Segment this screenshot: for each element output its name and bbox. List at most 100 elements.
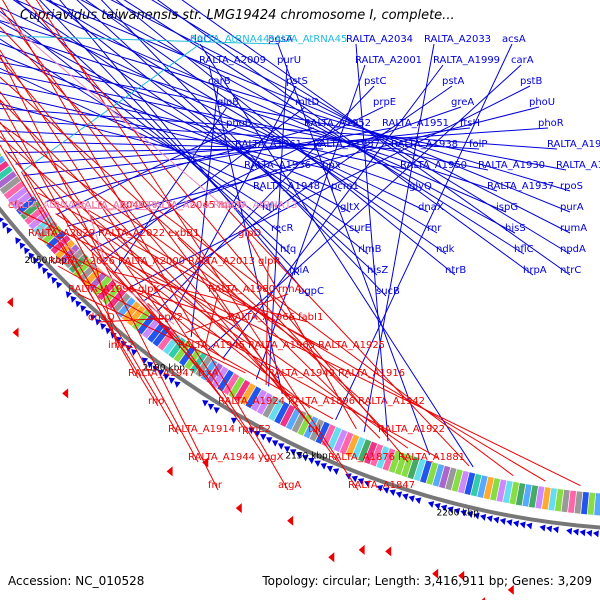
reverse-gene-arrow bbox=[358, 544, 365, 555]
reverse-gene-connector bbox=[227, 209, 470, 467]
cog-category-block bbox=[195, 355, 213, 378]
forward-gene-arrow bbox=[364, 480, 371, 488]
forward-gene-arrow bbox=[351, 475, 358, 483]
forward-gene-arrow bbox=[395, 491, 403, 499]
reverse-gene-connector bbox=[0, 49, 269, 463]
forward-gene-arrow bbox=[100, 323, 107, 331]
forward-gene-connector bbox=[66, 106, 540, 227]
forward-gene-arrow bbox=[0, 217, 4, 223]
reverse-gene-connector bbox=[25, 0, 409, 463]
forward-gene-label: recR bbox=[271, 223, 294, 234]
cog-category-block bbox=[345, 434, 360, 457]
forward-gene-connector bbox=[48, 0, 369, 255]
forward-gene-arrow bbox=[357, 478, 365, 485]
reverse-gene-label: RALTA_A1947 bbox=[128, 368, 195, 379]
cog-category-block bbox=[327, 426, 342, 450]
forward-gene-arrow bbox=[131, 349, 138, 356]
forward-gene-connector bbox=[0, 67, 264, 192]
forward-gene-connector bbox=[277, 43, 431, 456]
forward-gene-arrow bbox=[37, 262, 44, 270]
reverse-gene-label: RALTA_A1925 bbox=[318, 340, 385, 351]
reverse-gene-arrow bbox=[6, 297, 13, 308]
cog-category-block bbox=[280, 404, 296, 427]
forward-gene-arrow bbox=[427, 501, 435, 508]
forward-gene-arrow bbox=[207, 403, 215, 411]
forward-gene-label: pcm1 bbox=[331, 181, 359, 192]
reverse-gene-label: RALTA_A2049 bbox=[78, 200, 145, 211]
rna-gene-label: RALTA_AtRNA13 bbox=[218, 200, 297, 211]
forward-gene-arrow bbox=[552, 526, 559, 534]
forward-gene-arrow bbox=[460, 509, 467, 517]
reverse-gene-connector bbox=[2, 0, 289, 491]
cog-category-block bbox=[251, 389, 267, 412]
reverse-gene-label: RALTA_A1916 bbox=[338, 368, 405, 379]
forward-gene-arrow bbox=[290, 449, 297, 456]
forward-gene-label: purA bbox=[560, 202, 584, 213]
forward-gene-arrow bbox=[56, 281, 63, 289]
cog-category-block bbox=[3, 181, 25, 200]
chromosome-backbone bbox=[0, 206, 600, 530]
forward-gene-arrow bbox=[15, 237, 22, 245]
reverse-gene-arrow bbox=[166, 466, 173, 477]
rna-gene-label: RALTA_AtRNA14 bbox=[78, 200, 157, 211]
reverse-gene-connector bbox=[55, 213, 259, 351]
forward-gene-arrow bbox=[383, 487, 390, 494]
forward-gene-connector bbox=[355, 43, 389, 442]
scale-label: 2200 kbp bbox=[436, 508, 479, 518]
forward-gene-connector bbox=[199, 43, 474, 468]
forward-gene-arrow bbox=[90, 314, 97, 322]
forward-gene-connector bbox=[0, 42, 420, 192]
forward-gene-arrow bbox=[539, 524, 546, 532]
reverse-gene-label: rnhA bbox=[278, 284, 302, 295]
cog-category-block bbox=[64, 248, 84, 269]
cog-category-block bbox=[126, 305, 146, 327]
cog-category-block bbox=[426, 462, 439, 485]
cog-category-block bbox=[370, 443, 384, 467]
reverse-gene-label: tal bbox=[308, 424, 321, 435]
forward-gene-label: RALTA_A1951 bbox=[382, 118, 449, 129]
forward-gene-connector bbox=[0, 21, 351, 213]
forward-gene-label: phoU bbox=[529, 97, 555, 108]
forward-gene-label: rpiA bbox=[289, 265, 309, 276]
genome-summary-label: Topology: circular; Length: 3,416,911 bp… bbox=[262, 574, 592, 588]
trna-gene-label: RALTA_AtRNA45 bbox=[268, 34, 347, 45]
reverse-gene-label: infA2 bbox=[108, 340, 134, 351]
rna-gene-connector bbox=[0, 14, 229, 211]
reverse-gene-connector bbox=[17, 209, 581, 487]
forward-gene-arrow bbox=[592, 530, 599, 538]
reverse-gene-connector bbox=[21, 171, 139, 379]
forward-gene-connector bbox=[0, 54, 342, 192]
forward-gene-arrow bbox=[415, 497, 422, 505]
cog-category-block bbox=[522, 484, 532, 507]
rna-gene-label: RALTA_AmiscRNA_9 bbox=[148, 200, 245, 211]
forward-gene-label: RALTA_A1930 bbox=[478, 160, 545, 171]
forward-gene-arrow bbox=[586, 529, 593, 537]
cog-category-block bbox=[541, 487, 551, 510]
rna-gene-connector bbox=[17, 209, 175, 325]
cog-category-block bbox=[0, 171, 17, 189]
forward-gene-label: RALTA_A2034 bbox=[346, 34, 413, 45]
forward-gene-label: ppx bbox=[322, 160, 341, 171]
forward-gene-arrow bbox=[376, 485, 384, 492]
forward-gene-connector bbox=[85, 0, 447, 255]
reverse-gene-label: rho bbox=[148, 396, 164, 407]
rna-gene-connector bbox=[49, 206, 159, 211]
reverse-gene-connector bbox=[129, 287, 239, 323]
cog-category-block bbox=[217, 369, 234, 392]
reverse-gene-label: RALTA_A1965 bbox=[248, 340, 315, 351]
reverse-gene-connector bbox=[0, 90, 249, 435]
reverse-gene-label: RALTA_A1945 bbox=[178, 340, 245, 351]
forward-gene-connector bbox=[45, 0, 571, 213]
forward-gene-connector bbox=[45, 0, 438, 234]
cog-category-block bbox=[357, 439, 372, 462]
cog-category-block bbox=[561, 489, 570, 513]
rna-gene-connector bbox=[87, 209, 107, 267]
reverse-gene-connector bbox=[107, 237, 409, 449]
cog-category-block bbox=[438, 465, 451, 489]
reverse-gene-arrow bbox=[481, 597, 486, 600]
reverse-gene-label: RALTA_A1881 bbox=[398, 452, 465, 463]
cog-category-block bbox=[268, 398, 284, 421]
forward-gene-arrow bbox=[85, 309, 92, 317]
cog-category-block bbox=[274, 401, 290, 424]
forward-gene-label: gloB bbox=[217, 97, 239, 108]
